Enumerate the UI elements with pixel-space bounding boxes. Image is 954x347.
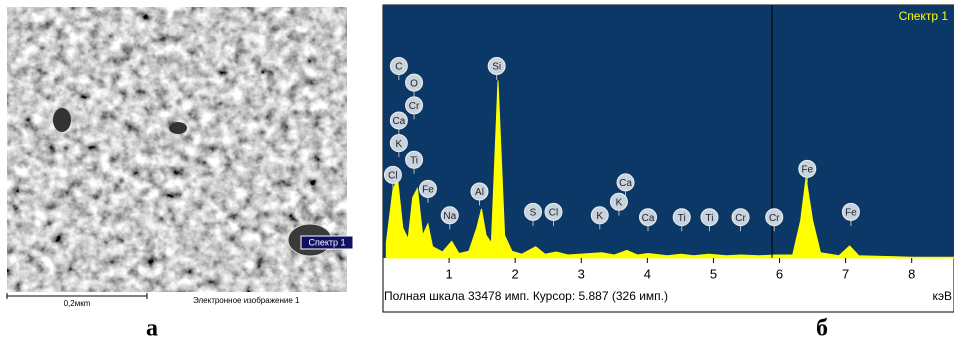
peak-label: Cr xyxy=(409,101,420,112)
x-tick-label: 8 xyxy=(908,266,915,281)
peak-marker xyxy=(405,73,424,92)
x-tick-label: 2 xyxy=(512,266,519,281)
marker-box xyxy=(300,235,354,250)
x-tick-label: 5 xyxy=(710,266,717,281)
peak-marker xyxy=(765,208,784,227)
peak-marker xyxy=(639,208,658,227)
pore xyxy=(53,108,71,132)
peak-label: Fe xyxy=(845,208,857,219)
peak-marker xyxy=(731,208,750,227)
peak-marker xyxy=(590,206,609,225)
peak-label: K xyxy=(596,211,603,222)
status-text: Полная шкала 33478 имп. Курсор: 5.887 (3… xyxy=(384,289,668,303)
x-tick-label: 4 xyxy=(644,266,651,281)
peak-label: Cl xyxy=(388,171,397,182)
peak-marker xyxy=(524,202,543,221)
scale-bar xyxy=(6,293,148,299)
spectrum-title: Спектр 1 xyxy=(899,9,949,23)
plot-area xyxy=(383,5,954,258)
x-tick-label: 6 xyxy=(776,266,783,281)
peak-marker xyxy=(487,57,506,76)
peak-label: Cr xyxy=(735,213,746,224)
peak-marker xyxy=(672,208,691,227)
peak-label: K xyxy=(396,139,403,150)
peak-marker xyxy=(544,202,563,221)
marker-label: Спектр 1 xyxy=(308,237,345,247)
x-tick-label: 1 xyxy=(445,266,452,281)
peak-marker xyxy=(440,206,459,225)
peak-marker xyxy=(470,182,489,201)
peak-marker xyxy=(405,150,424,169)
panel-letter: а xyxy=(146,316,158,342)
peak-marker xyxy=(841,202,860,221)
peak-label: C xyxy=(395,62,402,73)
peak-label: O xyxy=(410,78,418,89)
peak-label: Ti xyxy=(678,213,686,224)
peak-marker xyxy=(609,192,628,211)
spectrum-panel: Спектр 1 CO Cr Ca K Ti Cl Fe Na Al Si S Cl K Ca K Ca Ti Ti… xyxy=(382,4,954,313)
x-tick-label: 7 xyxy=(842,266,849,281)
spectrum xyxy=(385,80,954,259)
pore xyxy=(169,122,187,134)
peak-label: Ti xyxy=(705,213,713,224)
peak-label: Si xyxy=(492,62,501,73)
peak-marker xyxy=(616,173,635,192)
peak-marker xyxy=(389,57,408,76)
peak-label: Cl xyxy=(549,208,558,219)
peak-label: Al xyxy=(475,187,484,198)
peak-label: Ca xyxy=(642,213,655,224)
scale-label: 0,2мкm xyxy=(64,299,91,308)
peak-marker xyxy=(798,159,817,178)
image-caption: Электронное изображение 1 xyxy=(193,296,300,305)
peak-label: Cr xyxy=(769,213,780,224)
peak-label: Fe xyxy=(422,184,434,195)
peak-marker xyxy=(418,179,437,198)
peak-label: Ti xyxy=(410,155,418,166)
peak-marker xyxy=(383,165,402,184)
x-tick-label: 3 xyxy=(578,266,585,281)
peak-label: K xyxy=(616,197,623,208)
sem-panel: Спектр 1 0,2мкm Электронное изображение … xyxy=(6,7,354,342)
peak-label: Ca xyxy=(619,178,632,189)
peak-marker xyxy=(389,134,408,153)
peak-label: Na xyxy=(443,211,456,222)
peak-marker xyxy=(700,208,719,227)
peak-label: Ca xyxy=(392,116,405,127)
x-unit: кэВ xyxy=(932,289,952,303)
peak-marker xyxy=(389,111,408,130)
panel-letter: б xyxy=(816,316,828,342)
peak-marker xyxy=(405,96,424,115)
peak-label: Fe xyxy=(801,164,813,175)
peak-label: S xyxy=(530,208,537,219)
